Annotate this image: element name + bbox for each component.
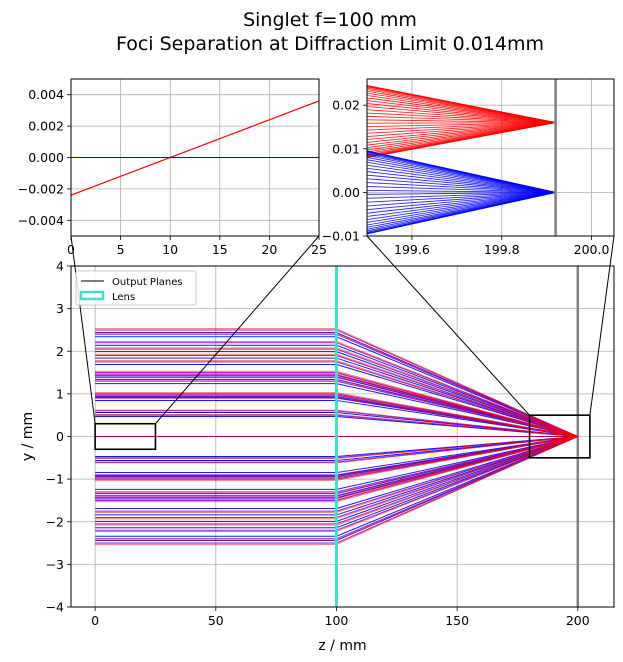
y-tick-label: −1 <box>46 472 64 487</box>
inset-right-blue-ray <box>367 164 556 193</box>
inset-right-red-ray <box>367 122 556 141</box>
title-line-1: Singlet f=100 mm <box>243 9 417 31</box>
x-tick-label: 200 <box>566 613 590 628</box>
x-tick-label: 150 <box>445 613 469 628</box>
legend-label-lens: Lens <box>112 292 135 303</box>
legend-label-output-planes: Output Planes <box>112 277 183 288</box>
inset-right-blue-ray <box>367 182 556 193</box>
y-tick-label: 0.01 <box>332 141 360 156</box>
legend-frame <box>75 270 197 306</box>
inset-left-plot: 0 5 10 15 20 25 −0.004 −0.002 0.000 0.002 0.004 <box>18 78 327 257</box>
zoom-connector-lines <box>70 235 615 425</box>
y-axis-label: y / mm <box>20 412 36 461</box>
x-tick-label: 50 <box>208 613 224 628</box>
inset-right-red-ray <box>367 122 556 137</box>
inset-right-blue-ray <box>367 191 556 195</box>
zoom-box-2 <box>528 414 591 459</box>
y-tick-label: −2 <box>46 514 64 529</box>
y-tick-label: 2 <box>56 344 64 359</box>
plot-area <box>94 266 591 607</box>
x-tick-label: 199.8 <box>484 242 520 257</box>
y-tick-label: −0.002 <box>18 181 64 196</box>
inset-right-red-ray <box>367 100 556 124</box>
y-tick-label: 0.02 <box>332 98 360 113</box>
inset-right-blue-ray <box>367 191 556 203</box>
x-tick-label: 100 <box>325 613 349 628</box>
legend: Output Planes Lens <box>75 270 197 306</box>
title-line-2: Foci Separation at Diffraction Limit 0.0… <box>116 33 544 55</box>
inset-right-red-ray <box>367 122 556 128</box>
x-tick-label: 199.6 <box>394 242 430 257</box>
inset-right-blue-ray <box>367 171 556 193</box>
inset-right-red-ray <box>367 122 556 131</box>
inset-right-blue-ray <box>367 167 556 193</box>
inset-right-red-ray <box>367 122 556 124</box>
axes-frame <box>70 265 615 608</box>
inset-right-red-ray <box>367 122 556 143</box>
y-tick-label: 1 <box>56 386 64 401</box>
axes-frame <box>70 78 320 237</box>
inset-right-red-ray <box>367 112 556 124</box>
x-tick-label: 0 <box>67 242 75 257</box>
y-tick-label: −4 <box>46 600 64 615</box>
inset-right-blue-ray <box>367 150 556 193</box>
x-tick-label: 5 <box>117 242 125 257</box>
zoom-box-1 <box>94 422 157 451</box>
y-tick-label: 4 <box>56 259 64 274</box>
inset-right-blue-ray <box>367 178 556 193</box>
x-tick-label: 0 <box>91 613 99 628</box>
y-tick-label: 0.004 <box>28 87 64 102</box>
y-tick-label: 0.000 <box>28 150 64 165</box>
inset-right-blue-ray <box>367 191 556 221</box>
inset-right-blue-ray <box>367 186 556 193</box>
inset-right-red-ray <box>367 119 556 124</box>
y-tick-label: 0.002 <box>28 119 64 134</box>
inset-right-blue-ray <box>367 191 556 214</box>
plot-area <box>71 100 319 196</box>
inset-right-blue-ray <box>367 191 556 199</box>
inset-right-blue-ray <box>367 191 556 207</box>
connector-line <box>70 235 96 424</box>
inset-right-red-ray <box>367 122 556 134</box>
x-tick-label: 200.0 <box>574 242 610 257</box>
inset-right-red-ray <box>367 109 556 124</box>
inset-right-blue-ray <box>367 189 556 193</box>
connector-line <box>589 235 615 416</box>
inset-right-blue-ray <box>367 191 556 211</box>
inset-right-red-ray <box>367 106 556 124</box>
axes-frame <box>366 78 615 237</box>
y-tick-label: 3 <box>56 301 64 316</box>
plot-area <box>367 79 557 236</box>
inset-right-plot: 199.6 199.8 200.0 −0.01 0.00 0.01 0.02 <box>322 78 615 257</box>
x-tick-label: 25 <box>311 242 327 257</box>
main-plot: 0 50 100 150 200 −4 −3 −2 −1 0 1 2 3 4 z / mm y / mm <box>20 259 615 654</box>
legend-swatch-lens <box>79 290 105 301</box>
inset-right-red-ray <box>367 85 556 124</box>
y-tick-label: −0.01 <box>322 229 360 244</box>
x-tick-label: 15 <box>212 242 228 257</box>
inset-left-red-line <box>71 100 319 196</box>
y-tick-label: 0 <box>56 429 64 444</box>
inset-right-blue-ray <box>367 191 556 223</box>
x-axis-label: z / mm <box>318 638 366 654</box>
inset-right-red-ray <box>367 122 556 146</box>
connector-line <box>155 235 320 425</box>
y-tick-label: −0.004 <box>18 213 64 228</box>
y-tick-label: 0.00 <box>332 185 360 200</box>
inset-right-red-ray <box>367 115 556 124</box>
inset-right-blue-ray <box>367 191 556 217</box>
x-tick-label: 20 <box>261 242 277 257</box>
inset-right-red-ray <box>367 103 556 124</box>
connector-line <box>366 235 530 416</box>
x-tick-label: 10 <box>162 242 178 257</box>
y-tick-label: −3 <box>46 557 64 572</box>
inset-right-blue-ray <box>367 174 556 193</box>
